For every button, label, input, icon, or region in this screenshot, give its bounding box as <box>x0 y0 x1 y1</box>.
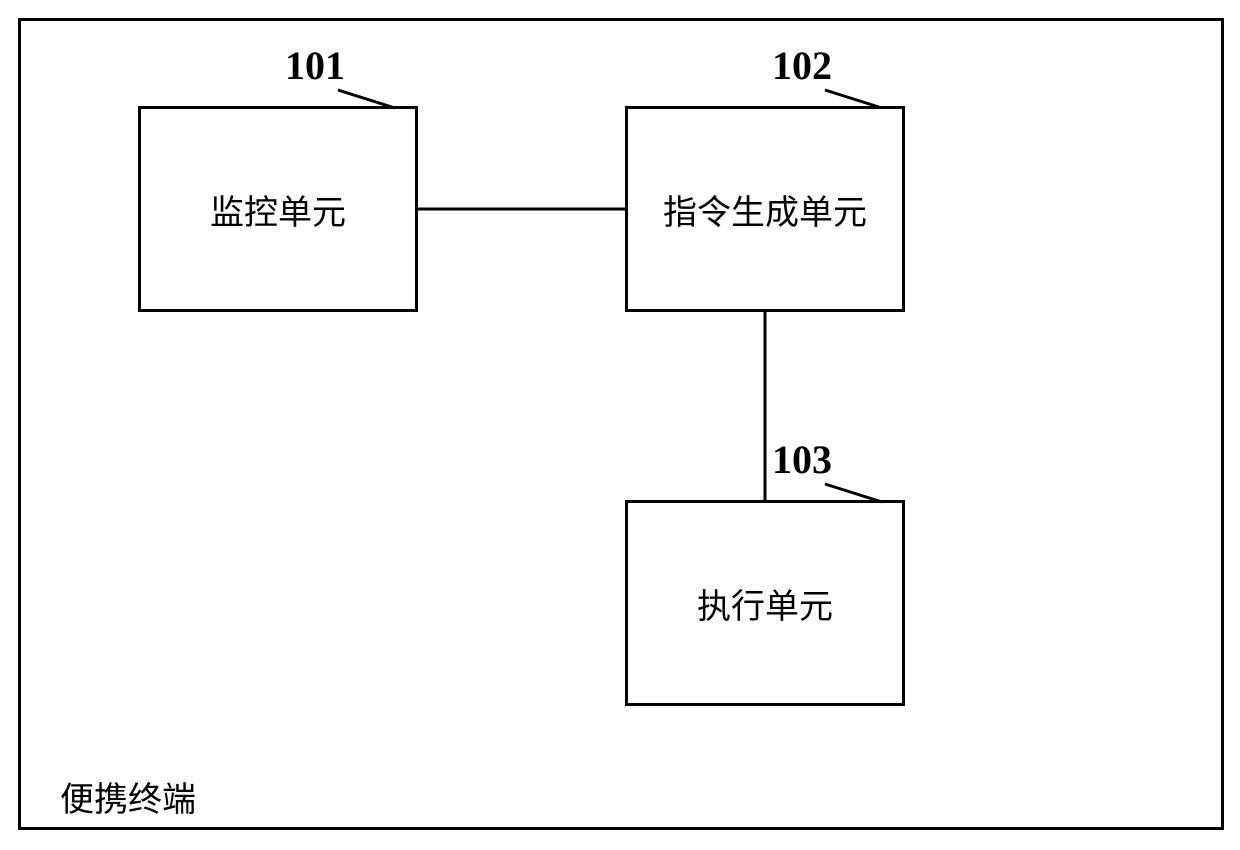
node-monitoring-unit-text: 监控单元 <box>210 185 346 234</box>
node-label-101: 101 <box>285 42 345 89</box>
node-label-103: 103 <box>772 436 832 483</box>
diagram-caption: 便携终端 <box>60 772 196 821</box>
diagram-canvas: 便携终端 监控单元 101 指令生成单元 102 执行单元 103 <box>0 0 1240 850</box>
node-monitoring-unit: 监控单元 <box>138 106 418 312</box>
node-instruction-generation-unit: 指令生成单元 <box>625 106 905 312</box>
node-instruction-generation-unit-text: 指令生成单元 <box>663 185 867 234</box>
node-execution-unit: 执行单元 <box>625 500 905 706</box>
node-execution-unit-text: 执行单元 <box>697 579 833 628</box>
node-label-102: 102 <box>772 42 832 89</box>
